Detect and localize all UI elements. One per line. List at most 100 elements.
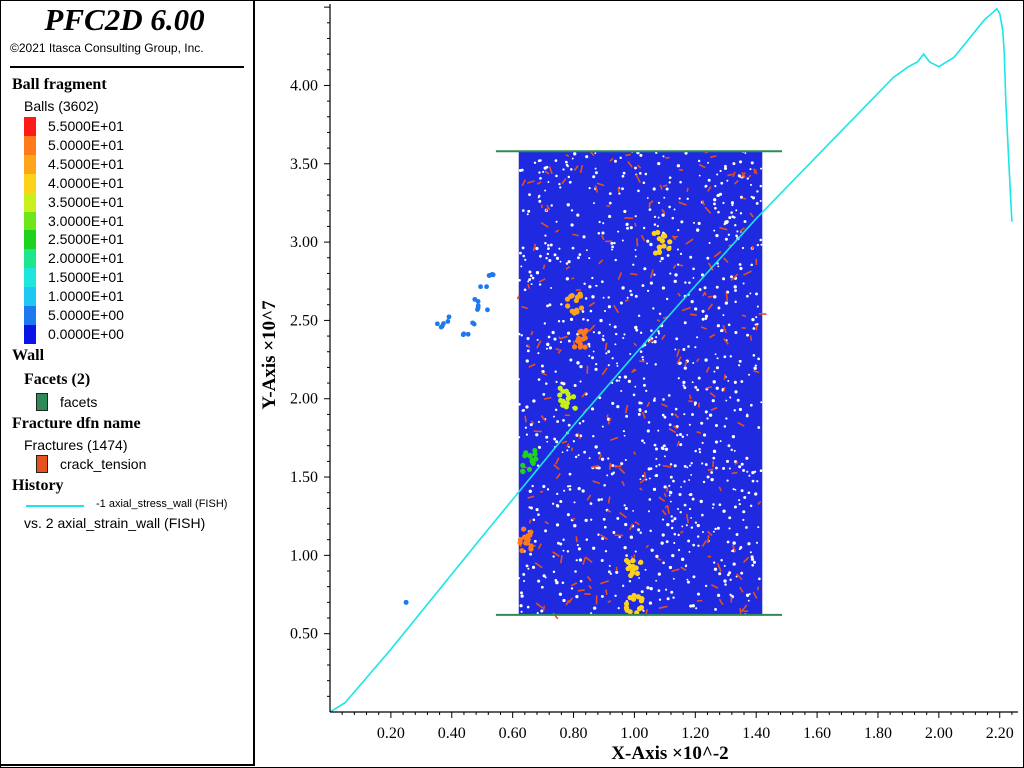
- history-series-label: -1 axial_stress_wall (FISH): [96, 498, 228, 510]
- pore: [607, 364, 610, 367]
- pore: [708, 413, 713, 417]
- pore: [597, 331, 601, 335]
- wall-heading: Wall: [12, 347, 45, 364]
- pore: [579, 434, 583, 437]
- axes: 0.20 0.40 0.60 0.80 1.00 1.20 1.40 1.60 1.80 2.00…: [290, 4, 1018, 742]
- pore: [701, 531, 704, 533]
- pore: [559, 260, 562, 263]
- crack: [524, 415, 527, 423]
- pore: [542, 170, 545, 173]
- pore: [639, 478, 642, 481]
- crack: [541, 372, 547, 376]
- scale-swatch: [24, 324, 36, 344]
- pore: [621, 187, 624, 191]
- pore: [752, 327, 756, 330]
- pore: [555, 256, 560, 260]
- pore: [646, 239, 650, 243]
- fragment-ball: [631, 596, 637, 602]
- pore: [713, 295, 717, 299]
- pore: [751, 479, 755, 483]
- pore: [672, 479, 675, 483]
- pore: [551, 330, 555, 335]
- pore: [750, 161, 754, 165]
- crack: [546, 204, 551, 211]
- pore: [653, 397, 656, 400]
- pore: [624, 522, 628, 527]
- pore: [693, 401, 698, 405]
- pore: [520, 168, 524, 172]
- pore: [682, 347, 686, 351]
- crack: [588, 301, 596, 307]
- pore: [555, 174, 558, 178]
- pore: [689, 604, 693, 608]
- scale-label: 5.0000E+01: [48, 136, 124, 153]
- crack: [701, 200, 706, 206]
- pore: [673, 208, 676, 211]
- fragment-ball: [638, 598, 645, 604]
- fragment-ball: [528, 543, 534, 549]
- pore: [614, 258, 617, 262]
- pore: [551, 502, 555, 505]
- pore: [683, 366, 687, 370]
- pore: [565, 262, 569, 265]
- scale-label: 3.5000E+01: [48, 193, 124, 210]
- pore: [736, 230, 739, 233]
- pore: [688, 550, 691, 553]
- pore: [573, 152, 577, 156]
- pore: [683, 503, 687, 507]
- pore: [655, 465, 658, 468]
- pore: [588, 257, 591, 260]
- pore: [628, 580, 632, 583]
- pore: [702, 480, 706, 484]
- crack: [741, 314, 747, 318]
- pore: [655, 554, 659, 559]
- pore: [557, 541, 560, 545]
- crack: [600, 234, 605, 241]
- pore: [745, 414, 749, 418]
- pore: [745, 456, 749, 460]
- pore: [687, 345, 690, 348]
- pore: [625, 414, 629, 418]
- scale-label: 5.0000E+00: [48, 307, 124, 323]
- ejected-ball: [485, 307, 490, 313]
- scale-label: 5.5000E+01: [48, 118, 124, 134]
- crack: [634, 521, 640, 526]
- pore: [717, 306, 721, 310]
- fragment-ball: [581, 331, 587, 337]
- pore: [644, 568, 647, 571]
- fragment-ball: [526, 466, 533, 472]
- pore: [664, 447, 669, 451]
- pore: [724, 237, 728, 241]
- pore: [585, 538, 589, 541]
- crack: [706, 535, 710, 544]
- fragment-ball: [638, 605, 645, 611]
- pore: [756, 323, 759, 326]
- pore: [646, 362, 648, 365]
- crack: [521, 179, 527, 187]
- pore: [668, 176, 672, 179]
- pore: [718, 503, 722, 507]
- pore: [732, 562, 736, 566]
- pore: [575, 559, 578, 562]
- pore: [591, 276, 594, 280]
- crack: [565, 265, 571, 270]
- pore: [674, 273, 678, 277]
- pore: [573, 501, 576, 504]
- pore: [653, 443, 657, 447]
- crack: [544, 521, 549, 525]
- crack: [733, 180, 739, 185]
- pore: [525, 405, 529, 409]
- pore: [632, 393, 636, 397]
- pore: [717, 593, 721, 597]
- fragment-ball: [520, 468, 526, 475]
- crack: [577, 432, 582, 440]
- pore: [559, 186, 562, 189]
- pore: [657, 216, 660, 219]
- pore: [731, 550, 734, 553]
- pore: [714, 608, 717, 611]
- pore: [610, 241, 614, 245]
- pore: [552, 555, 555, 558]
- crack: [627, 161, 633, 168]
- crack: [671, 568, 680, 573]
- pore: [518, 278, 521, 282]
